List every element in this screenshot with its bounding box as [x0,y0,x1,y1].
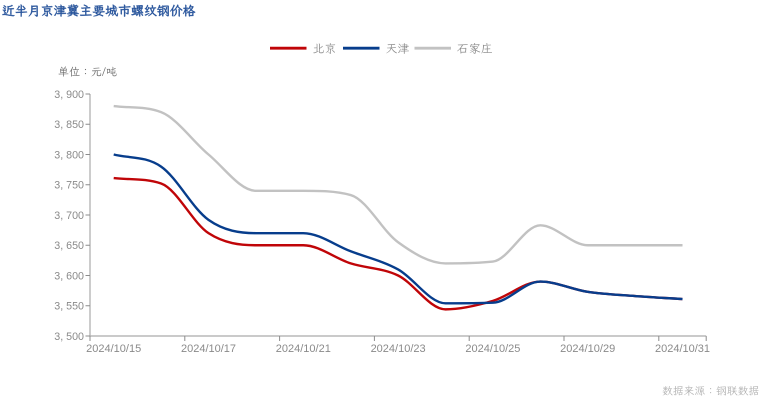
svg-text:3, 750: 3, 750 [54,180,84,192]
svg-text:3, 700: 3, 700 [54,210,84,222]
svg-text:2024/10/31: 2024/10/31 [655,343,710,355]
svg-text:3, 800: 3, 800 [54,149,84,161]
svg-text:2024/10/17: 2024/10/17 [181,343,236,355]
svg-text:3, 850: 3, 850 [54,119,84,131]
svg-text:2024/10/21: 2024/10/21 [276,343,331,355]
svg-text:2024/10/25: 2024/10/25 [465,343,520,355]
svg-text:3, 600: 3, 600 [54,270,84,282]
svg-text:3, 550: 3, 550 [54,301,84,313]
svg-text:3, 900: 3, 900 [54,89,84,101]
svg-text:2024/10/15: 2024/10/15 [86,343,141,355]
svg-text:2024/10/29: 2024/10/29 [560,343,615,355]
svg-text:3, 500: 3, 500 [54,331,84,343]
svg-text:2024/10/23: 2024/10/23 [371,343,426,355]
svg-text:3, 650: 3, 650 [54,240,84,252]
